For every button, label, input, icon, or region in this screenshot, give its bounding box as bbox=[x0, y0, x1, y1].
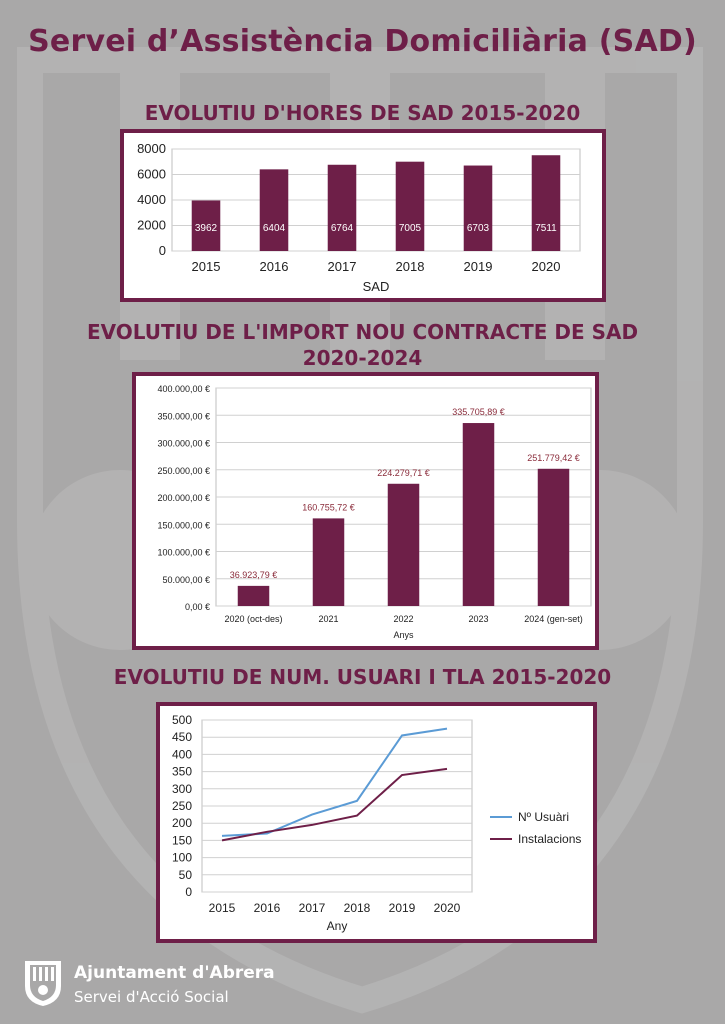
hours-chart-title: EVOLUTIU D'HORES DE SAD 2015-2020 bbox=[144, 101, 581, 125]
hours-chart: 0 2000 4000 6000 8000 3962 2015 6404 2016 6764 201… bbox=[120, 129, 606, 302]
hours-bar bbox=[463, 165, 493, 251]
hours-data-label: 7005 bbox=[399, 223, 422, 234]
hours-y-tick-label: 8000 bbox=[137, 141, 166, 156]
contract-data-label: 36.923,79 € bbox=[230, 570, 278, 580]
users-y-tick-label: 500 bbox=[172, 713, 192, 727]
hours-data-label: 6404 bbox=[263, 223, 286, 234]
users-chart: 0 50 100 150 200 250 300 350 400 450 500 2015 2016 20… bbox=[156, 702, 597, 943]
users-series-line bbox=[221, 767, 448, 842]
users-legend-label: Nº Usuàri bbox=[518, 810, 569, 824]
contract-bar bbox=[462, 423, 495, 606]
contract-y-tick-label: 200.000,00 € bbox=[157, 493, 210, 503]
contract-data-label: 335.705,89 € bbox=[452, 407, 505, 417]
hours-x-tick-label: 2016 bbox=[260, 259, 289, 274]
users-y-tick-label: 400 bbox=[172, 747, 192, 761]
users-y-tick-label: 0 bbox=[185, 885, 192, 899]
hours-x-axis-label: SAD bbox=[363, 279, 390, 294]
contract-data-label: 224.279,71 € bbox=[377, 468, 430, 478]
hours-data-label: 6764 bbox=[331, 223, 354, 234]
contract-bar bbox=[387, 483, 420, 606]
contract-chart-title: EVOLUTIU DE L'IMPORT NOU CONTRACTE DE SA… bbox=[0, 319, 725, 371]
users-y-tick-label: 300 bbox=[172, 782, 192, 796]
contract-y-tick-label: 150.000,00 € bbox=[157, 520, 210, 530]
users-y-tick-label: 450 bbox=[172, 730, 192, 744]
hours-y-tick-label: 6000 bbox=[137, 167, 166, 182]
users-y-tick-label: 350 bbox=[172, 765, 192, 779]
contract-bar bbox=[537, 468, 570, 606]
contract-x-tick-label: 2022 bbox=[393, 614, 413, 624]
contract-x-tick-label: 2021 bbox=[318, 614, 338, 624]
hours-data-label: 6703 bbox=[467, 223, 490, 234]
hours-bar bbox=[327, 164, 357, 251]
users-x-axis-label: Any bbox=[327, 919, 348, 933]
users-x-tick-label: 2019 bbox=[389, 901, 416, 915]
hours-x-tick-label: 2020 bbox=[532, 259, 561, 274]
users-y-tick-label: 200 bbox=[172, 816, 192, 830]
hours-x-tick-label: 2018 bbox=[396, 259, 425, 274]
users-x-tick-label: 2018 bbox=[344, 901, 371, 915]
contract-y-tick-label: 400.000,00 € bbox=[157, 384, 210, 394]
contract-chart-title-text: EVOLUTIU DE L'IMPORT NOU CONTRACTE DE SA… bbox=[86, 320, 639, 370]
contract-y-tick-label: 0,00 € bbox=[185, 602, 210, 612]
hours-data-label: 7511 bbox=[535, 223, 557, 234]
hours-y-tick-label: 4000 bbox=[137, 192, 166, 207]
page-title: Servei d’Assistència Domiciliària (SAD) bbox=[28, 24, 697, 59]
hours-x-tick-label: 2019 bbox=[464, 259, 493, 274]
users-y-tick-label: 100 bbox=[172, 851, 192, 865]
contract-y-tick-label: 250.000,00 € bbox=[157, 466, 210, 476]
contract-x-axis-label: Anys bbox=[393, 630, 414, 640]
hours-bar bbox=[395, 161, 425, 251]
users-chart-title: EVOLUTIU DE NUM. USUARI I TLA 2015-2020 bbox=[113, 665, 612, 689]
contract-data-label: 160.755,72 € bbox=[302, 502, 355, 512]
contract-y-tick-label: 350.000,00 € bbox=[157, 411, 210, 421]
hours-y-tick-label: 0 bbox=[159, 243, 166, 258]
footer-department: Servei d'Acció Social bbox=[74, 988, 229, 1006]
users-x-tick-label: 2020 bbox=[434, 901, 461, 915]
hours-data-label: 3962 bbox=[195, 223, 218, 234]
users-x-tick-label: 2015 bbox=[209, 901, 236, 915]
municipal-shield-icon bbox=[25, 961, 61, 1006]
contract-x-tick-label: 2024 (gen-set) bbox=[524, 614, 583, 624]
users-y-tick-label: 250 bbox=[172, 799, 192, 813]
contract-data-label: 251.779,42 € bbox=[527, 453, 580, 463]
users-legend-label: Instalacions bbox=[518, 832, 581, 846]
users-y-tick-label: 150 bbox=[172, 833, 192, 847]
users-y-tick-label: 50 bbox=[179, 868, 193, 882]
contract-chart-svg: 0,00 € 50.000,00 € 100.000,00 € 150.000,00 … bbox=[157, 384, 592, 640]
hours-bar bbox=[191, 200, 221, 251]
contract-chart: 0,00 € 50.000,00 € 100.000,00 € 150.000,00 … bbox=[132, 372, 599, 650]
contract-x-tick-label: 2023 bbox=[468, 614, 488, 624]
users-chart-svg: 0 50 100 150 200 250 300 350 400 450 500 2015 2016 20… bbox=[172, 713, 581, 933]
contract-y-tick-label: 50.000,00 € bbox=[162, 575, 210, 585]
contract-bar bbox=[237, 585, 270, 606]
contract-y-tick-label: 100.000,00 € bbox=[157, 548, 210, 558]
hours-x-tick-label: 2017 bbox=[328, 259, 357, 274]
hours-y-tick-label: 2000 bbox=[137, 218, 166, 233]
users-x-tick-label: 2016 bbox=[254, 901, 281, 915]
contract-y-tick-label: 300.000,00 € bbox=[157, 439, 210, 449]
footer-organization-name: Ajuntament d'Abrera bbox=[74, 963, 275, 983]
hours-x-tick-label: 2015 bbox=[192, 259, 221, 274]
hours-bar bbox=[259, 169, 289, 251]
contract-bar bbox=[312, 518, 345, 606]
hours-chart-svg: 0 2000 4000 6000 8000 3962 2015 6404 2016 6764 201… bbox=[137, 141, 581, 294]
contract-x-tick-label: 2020 (oct-des) bbox=[224, 614, 282, 624]
users-x-tick-label: 2017 bbox=[299, 901, 326, 915]
hours-bar bbox=[531, 155, 561, 251]
